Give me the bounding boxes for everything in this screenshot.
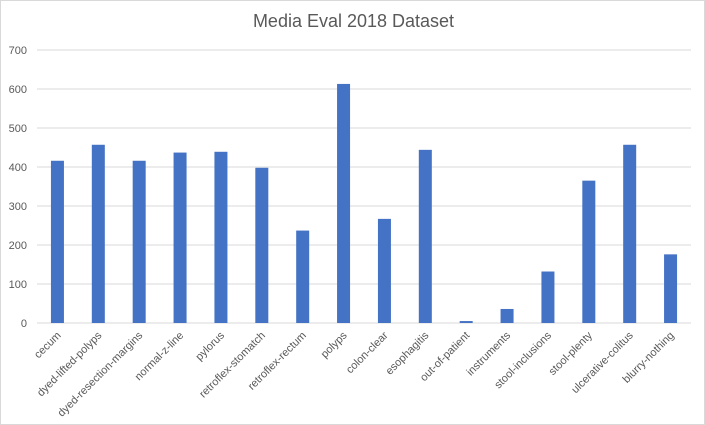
x-tick-label: polyps — [319, 329, 350, 360]
bar-cecum — [50, 160, 64, 323]
bar-esophagitis — [418, 149, 432, 323]
y-tick-label: 600 — [9, 84, 27, 96]
y-tick-label: 0 — [21, 318, 27, 330]
bar-retroflex-stomatch — [255, 167, 269, 323]
bar-stool-plenty — [582, 180, 596, 323]
bar-out-of-patient — [459, 321, 473, 323]
y-tick-label: 200 — [9, 240, 27, 252]
y-tick-label: 100 — [9, 279, 27, 291]
y-tick-label: 400 — [9, 162, 27, 174]
bars — [50, 83, 678, 324]
x-tick-label: cecum — [32, 330, 63, 361]
bar-polyps — [337, 83, 351, 324]
bar-normal-z-line — [173, 152, 187, 323]
bar-retroflex-rectum — [296, 230, 310, 323]
bar-dyed-resection-margins — [132, 160, 146, 323]
gridlines — [37, 49, 691, 324]
x-axis-ticks: cecumdyed-lifted-polypsdyed-resection-ma… — [32, 329, 677, 419]
bar-colon-clear — [377, 218, 391, 323]
y-tick-label: 300 — [9, 201, 27, 213]
bar-stool-inclusions — [541, 271, 555, 323]
chart-title: Media Eval 2018 Dataset — [252, 11, 455, 31]
bar-instruments — [500, 308, 514, 323]
bar-dyed-lifted-polyps — [91, 144, 105, 323]
x-tick-label: pylorus — [193, 329, 227, 363]
bar-ulcerative-colitus — [623, 144, 637, 323]
bar-pylorus — [214, 151, 228, 323]
bar-blurry-nothing — [664, 254, 678, 323]
y-tick-label: 700 — [9, 45, 27, 57]
y-axis-ticks: 0 100 200 300 400 500 600 700 — [9, 45, 27, 330]
y-tick-label: 500 — [9, 123, 27, 135]
